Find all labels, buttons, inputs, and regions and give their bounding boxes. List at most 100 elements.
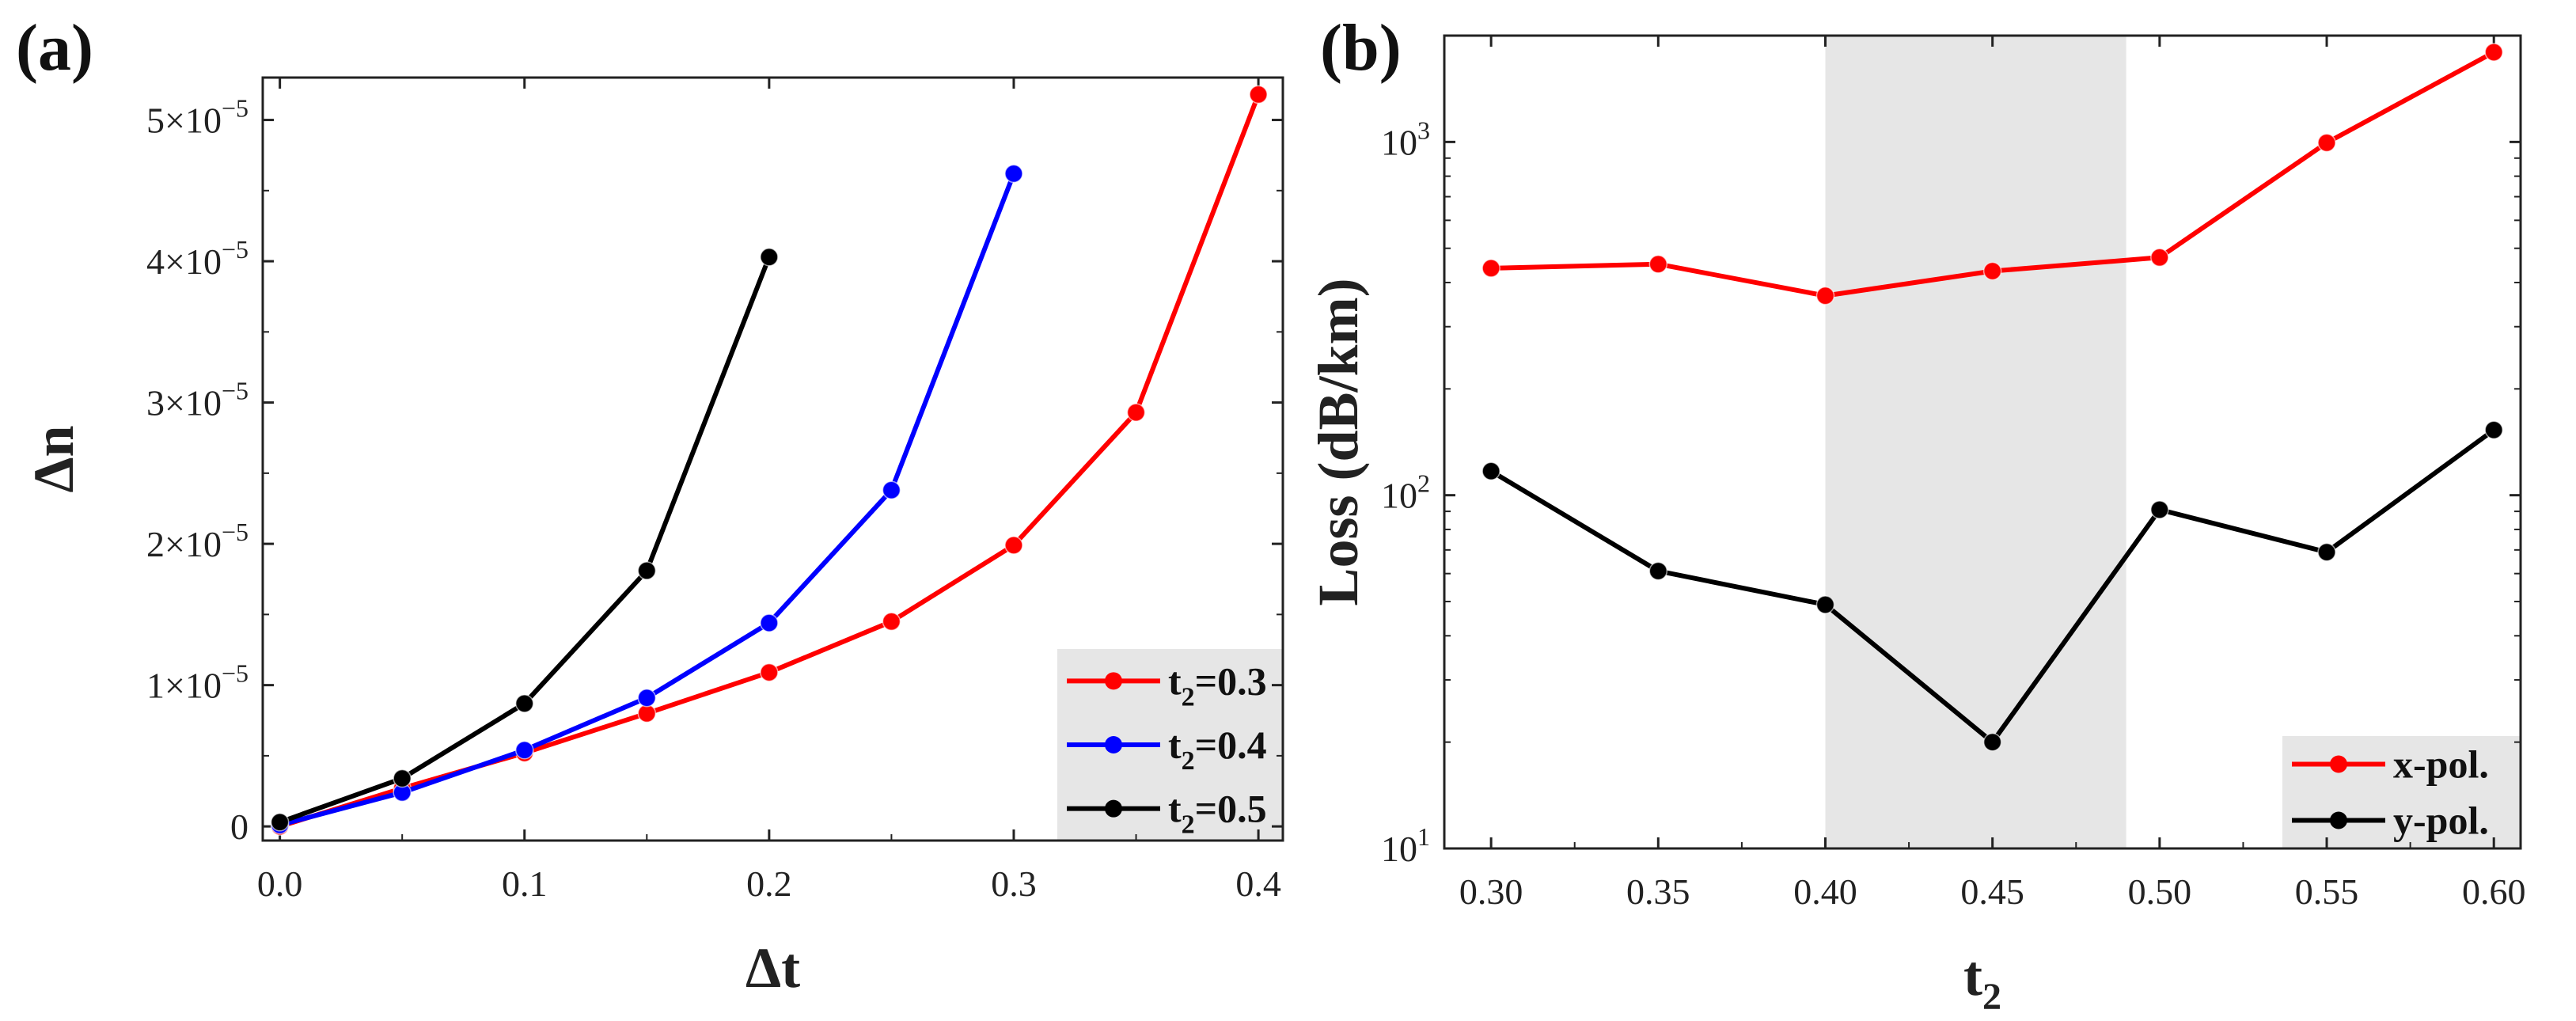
y-tick-mantissa: 2×10: [146, 524, 222, 564]
y-tick-mantissa: 1×10: [146, 666, 222, 706]
legend-label-rest: =0.5: [1195, 787, 1267, 831]
data-point: [1249, 85, 1268, 104]
x-tick-label: 0.40: [1793, 871, 1857, 912]
x-tick-label: 0.4: [1235, 863, 1281, 904]
y-tick-exponent: −5: [222, 94, 248, 123]
legend-label-text: x-pol.: [2393, 742, 2489, 787]
y-tick-exponent: 3: [1417, 116, 1430, 144]
y-tick-exponent: −5: [222, 518, 248, 546]
legend-label-rest: =0.3: [1195, 659, 1267, 703]
legend-label: t2=0.5: [1168, 787, 1267, 840]
legend-label-subscript: 2: [1182, 746, 1195, 776]
data-point: [2484, 420, 2503, 439]
legend-label: t2=0.3: [1168, 659, 1267, 712]
y-tick-label: 3×10−5: [146, 377, 248, 423]
plot-frame: [1443, 34, 2522, 850]
data-point: [515, 740, 534, 760]
data-point: [515, 694, 534, 713]
data-point: [1004, 164, 1023, 184]
data-point: [1982, 732, 2002, 752]
y-tick-mantissa: 3×10: [146, 383, 222, 423]
panel-label: (b): [1320, 11, 1402, 85]
data-point: [760, 247, 779, 267]
x-tick-label: 0.55: [2295, 871, 2359, 912]
x-tick-label: 0.30: [1459, 871, 1523, 912]
x-tick-label: 0.1: [502, 863, 548, 904]
y-tick-mantissa: 5×10: [146, 101, 222, 141]
x-axis-label-base: t: [1963, 944, 1982, 1008]
y-tick-exponent: 1: [1417, 822, 1430, 851]
x-tick-label: 0.45: [1960, 871, 2024, 912]
y-tick-exponent: 2: [1417, 469, 1430, 498]
x-axis-label: t2: [1963, 944, 2001, 1018]
y-tick-label: 102: [1381, 469, 1430, 516]
data-point: [2484, 43, 2503, 62]
shaded-region: [1825, 36, 2126, 848]
y-tick-label: 101: [1381, 822, 1430, 869]
data-point: [1481, 461, 1500, 480]
data-point: [882, 612, 901, 632]
data-point: [1126, 403, 1146, 422]
y-tick-mantissa: 4×10: [146, 241, 222, 282]
legend-label-base: t: [1168, 659, 1182, 703]
data-point: [637, 688, 657, 708]
y-tick-exponent: −5: [222, 377, 248, 405]
panel-label: (a): [16, 11, 93, 85]
legend-label-base: t: [1168, 787, 1182, 831]
y-tick-mantissa: 10: [1381, 476, 1417, 516]
x-axis-label-subscript: 2: [1982, 976, 2001, 1018]
data-point: [2317, 542, 2336, 562]
x-axis-label-text: Δt: [745, 936, 800, 1000]
legend-label-subscript: 2: [1182, 682, 1195, 712]
legend-marker: [2330, 811, 2347, 829]
series-y-pol.: y-pol.: [1481, 420, 2503, 843]
data-point: [1481, 259, 1500, 278]
legend-marker: [2330, 755, 2347, 773]
y-tick-label: 0: [230, 807, 248, 847]
chart-panel-a: (a)0.0 0.1 0.2 0.3 0.401×10−52×10−53×10−54×1…: [16, 11, 1284, 1000]
y-tick-mantissa: 10: [1381, 829, 1417, 869]
data-point: [637, 561, 657, 580]
legend-marker: [1105, 799, 1122, 818]
series-line: [279, 173, 1016, 828]
y-tick-label: 4×10−5: [146, 235, 248, 282]
legend-label-base: t: [1168, 723, 1182, 767]
chart-panel-b: (b)0.30 0.35 0.40 0.45 0.50 0.55 0.60101102103…: [1307, 11, 2525, 1018]
x-axis-label: Δt: [745, 936, 800, 1000]
series-t2=0.5: t2=0.5: [270, 247, 1267, 840]
x-tick-label: 0.35: [1626, 871, 1690, 912]
legend-label-subscript: 2: [1182, 810, 1195, 840]
data-point: [2150, 248, 2169, 268]
y-tick-label: 5×10−5: [146, 94, 248, 141]
data-point: [1815, 286, 1835, 306]
legend-label: x-pol.: [2393, 742, 2489, 787]
series-t2=0.4: t2=0.4: [270, 164, 1267, 835]
data-point: [393, 769, 412, 788]
data-point: [1982, 261, 2002, 281]
data-point: [760, 662, 779, 682]
legend-label-rest: =0.4: [1195, 723, 1267, 767]
y-tick-label: 103: [1381, 116, 1430, 162]
y-tick-mantissa: 0: [230, 807, 248, 847]
data-point: [1648, 254, 1668, 274]
y-axis-label: Loss (dB/km): [1307, 278, 1370, 605]
data-point: [270, 813, 290, 832]
data-point: [882, 480, 901, 500]
x-tick-label: 0.0: [257, 863, 303, 904]
plot-frame: [261, 76, 1284, 842]
data-point: [1004, 536, 1023, 555]
legend-marker: [1105, 736, 1122, 753]
data-point: [760, 613, 779, 632]
legend-marker: [1105, 672, 1122, 690]
data-point: [1815, 595, 1835, 614]
series-x-pol.: x-pol.: [1481, 43, 2503, 787]
data-point: [2150, 500, 2169, 519]
x-tick-label: 0.60: [2462, 871, 2526, 912]
data-point: [637, 704, 657, 723]
legend-background: [2282, 736, 2521, 848]
y-tick-exponent: −5: [222, 235, 248, 264]
data-point: [1648, 561, 1668, 581]
legend-label: y-pol.: [2393, 799, 2489, 843]
x-tick-label: 0.2: [746, 863, 792, 904]
